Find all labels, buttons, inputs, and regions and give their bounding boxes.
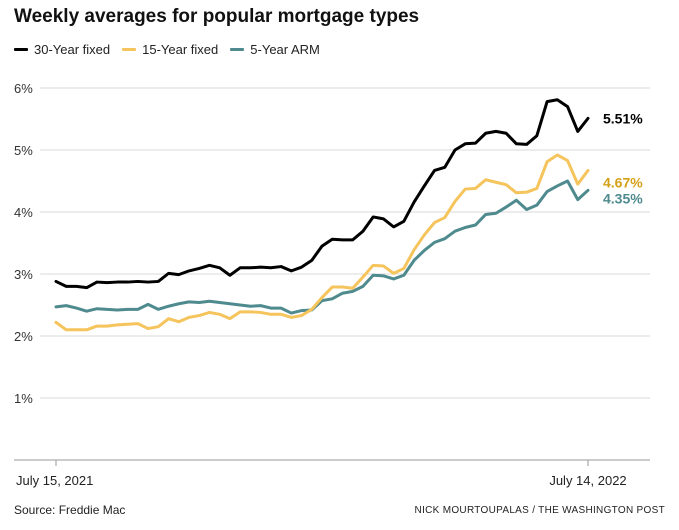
- y-tick-label: 5%: [14, 143, 33, 158]
- legend-item-30-year: 30-Year fixed: [14, 42, 110, 57]
- legend-item-15-year: 15-Year fixed: [122, 42, 218, 57]
- y-tick-label: 3%: [14, 267, 33, 282]
- y-tick-label: 6%: [14, 81, 33, 96]
- x-tick-label: July 15, 2021: [16, 473, 93, 488]
- y-tick-label: 1%: [14, 391, 33, 406]
- end-label-5-year-arm: 4.35%: [603, 190, 643, 206]
- legend-swatch-30-year: [14, 48, 28, 51]
- legend: 30-Year fixed 15-Year fixed 5-Year ARM: [14, 42, 320, 57]
- credit-note: NICK MOURTOUPALAS / THE WASHINGTON POST: [414, 505, 665, 516]
- legend-swatch-15-year: [122, 48, 137, 51]
- legend-label-30-year: 30-Year fixed: [34, 42, 111, 57]
- series-5-year-arm-line: [54, 179, 590, 315]
- series-30-year-fixed-line: [54, 98, 590, 290]
- legend-item-5-year-arm: 5-Year ARM: [230, 42, 320, 57]
- legend-label-15-year: 15-Year fixed: [142, 42, 219, 57]
- source-note: Source: Freddie Mac: [14, 503, 126, 517]
- legend-swatch-5-year-arm: [230, 48, 245, 51]
- end-label-30-year-fixed: 5.51%: [603, 110, 643, 126]
- y-tick-label: 4%: [14, 205, 33, 220]
- chart-title: Weekly averages for popular mortgage typ…: [14, 6, 420, 27]
- legend-label-5-year-arm: 5-Year ARM: [250, 42, 320, 57]
- end-label-15-year-fixed: 4.67%: [603, 174, 643, 190]
- y-tick-label: 2%: [14, 329, 33, 344]
- x-tick-label: July 14, 2022: [549, 473, 626, 488]
- series-15-year-fixed-line: [54, 153, 590, 332]
